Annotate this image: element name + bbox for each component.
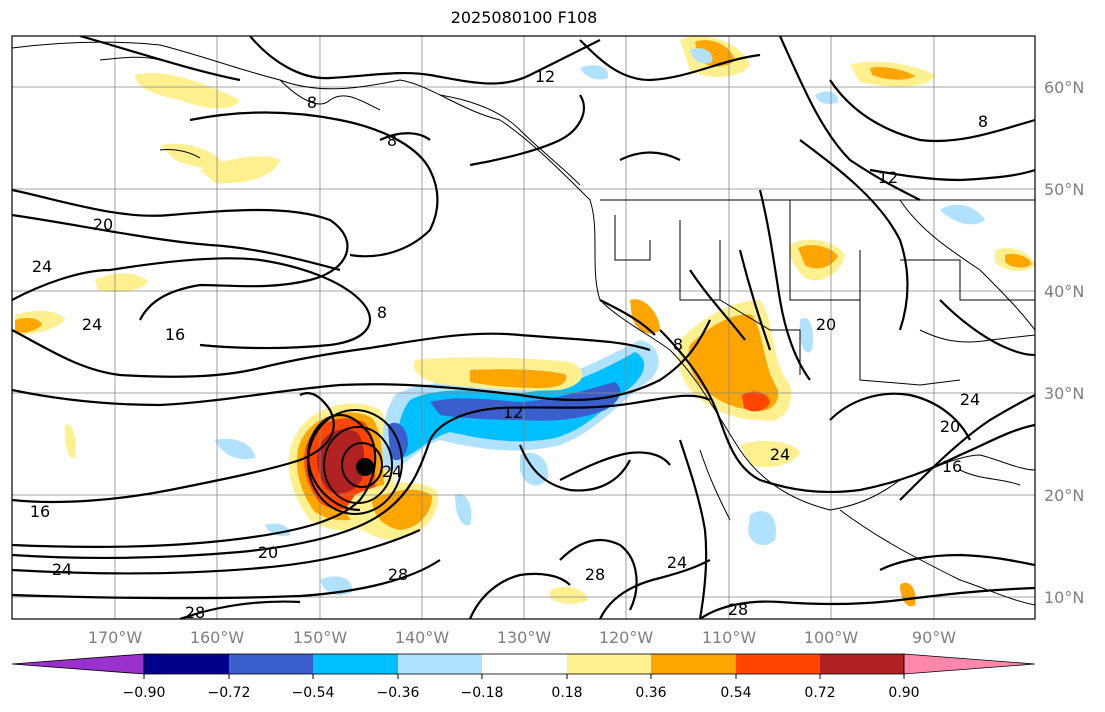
shade-lightblue bbox=[815, 91, 839, 104]
shade-yellow bbox=[135, 72, 240, 109]
contour-label: 28 bbox=[185, 603, 205, 622]
map-title: 2025080100 F108 bbox=[450, 8, 598, 27]
map-frame bbox=[11, 35, 1036, 620]
shade-yellow bbox=[95, 273, 148, 292]
shade-lightblue bbox=[215, 438, 255, 460]
lon-label-120w: 120°W bbox=[599, 628, 654, 647]
colorbar-tick-label: −0.18 bbox=[461, 685, 504, 701]
colorbar-tick-label: −0.90 bbox=[123, 685, 166, 701]
longitude-labels: 170°W 160°W 150°W 140°W 130°W 120°W 110°… bbox=[88, 628, 956, 647]
contour-label: 12 bbox=[535, 67, 555, 86]
contour-label: 20 bbox=[93, 215, 113, 234]
contour-label: 16 bbox=[165, 325, 185, 344]
shade-lightblue bbox=[940, 204, 985, 225]
shade-orange bbox=[15, 317, 42, 333]
contour-label: 24 bbox=[382, 462, 402, 481]
colorbar-swatch bbox=[736, 654, 820, 674]
shade-lightblue bbox=[748, 511, 776, 546]
colorbar-tick-label: 0.36 bbox=[635, 685, 666, 701]
shade-lightblue bbox=[455, 494, 472, 526]
lat-label-10n: 10°N bbox=[1044, 588, 1084, 607]
shade-yellow bbox=[550, 586, 588, 604]
lat-label-50n: 50°N bbox=[1044, 180, 1084, 199]
contour-label: 24 bbox=[32, 257, 52, 276]
contour-label: 20 bbox=[816, 315, 836, 334]
contour-label: 8 bbox=[978, 112, 988, 131]
colorbar-tick-label: −0.72 bbox=[208, 685, 251, 701]
contour-labels: 12 8 8 8 20 24 24 16 8 12 20 24 24 24 12… bbox=[30, 67, 988, 622]
contour-label: 8 bbox=[673, 335, 683, 354]
contour-label: 8 bbox=[387, 131, 397, 150]
shade-lightblue bbox=[799, 318, 813, 353]
contour-label: 20 bbox=[940, 417, 960, 436]
colorbar-frame bbox=[143, 653, 905, 675]
lon-label-90w: 90°W bbox=[912, 628, 956, 647]
contour-label: 16 bbox=[30, 502, 50, 521]
shade-orange bbox=[688, 314, 779, 411]
shade-yellow bbox=[64, 424, 76, 459]
colorbar-swatch bbox=[651, 654, 736, 674]
lat-label-20n: 20°N bbox=[1044, 486, 1084, 505]
lon-label-130w: 130°W bbox=[497, 628, 552, 647]
lon-label-160w: 160°W bbox=[190, 628, 245, 647]
shade-lightblue bbox=[580, 65, 609, 80]
shade-yellow bbox=[200, 156, 280, 184]
contour-label: 28 bbox=[585, 565, 605, 584]
shade-orange bbox=[870, 67, 915, 80]
lon-label-110w: 110°W bbox=[702, 628, 757, 647]
colorbar-tick-label: 0.18 bbox=[551, 685, 582, 701]
colorbar-swatch bbox=[903, 653, 1036, 675]
colorbar-tick-label: −0.36 bbox=[377, 685, 420, 701]
contour-label: 8 bbox=[377, 303, 387, 322]
lon-label-140w: 140°W bbox=[395, 628, 450, 647]
storm-center-marker bbox=[356, 458, 374, 476]
contour-label: 8 bbox=[307, 93, 317, 112]
contour-label: 24 bbox=[770, 445, 790, 464]
shade-yellow bbox=[630, 299, 660, 334]
contour-label: 20 bbox=[258, 543, 278, 562]
shade-lightblue bbox=[690, 48, 713, 64]
lat-label-30n: 30°N bbox=[1044, 384, 1084, 403]
lon-label-150w: 150°W bbox=[293, 628, 348, 647]
contour-label: 24 bbox=[52, 560, 72, 579]
colorbar-tick-label: 0.54 bbox=[720, 685, 751, 701]
shade-orange bbox=[470, 369, 567, 388]
lat-label-40n: 40°N bbox=[1044, 282, 1084, 301]
colorbar-swatch bbox=[229, 654, 313, 674]
lon-label-100w: 100°W bbox=[804, 628, 859, 647]
contour-label: 24 bbox=[82, 315, 102, 334]
height-contours bbox=[12, 36, 1035, 619]
contour-label: 24 bbox=[960, 390, 980, 409]
colorbar-ticks bbox=[143, 674, 905, 679]
contour-label: 28 bbox=[388, 565, 408, 584]
lat-label-60n: 60°N bbox=[1044, 78, 1084, 97]
colorbar-swatch bbox=[398, 654, 482, 674]
contour-label: 16 bbox=[942, 457, 962, 476]
colorbar: −0.90 −0.72 −0.54 −0.36 −0.18 0.18 0.36 … bbox=[11, 653, 1036, 701]
contour-label: 24 bbox=[667, 553, 687, 572]
contour-label: 12 bbox=[878, 168, 898, 187]
colorbar-tick-label: −0.54 bbox=[292, 685, 335, 701]
colorbar-swatch bbox=[820, 654, 904, 674]
colorbar-swatch bbox=[144, 654, 229, 674]
colorbar-swatch bbox=[11, 653, 145, 675]
contour-label: 28 bbox=[728, 600, 748, 619]
colorbar-tick-label: 0.72 bbox=[804, 685, 835, 701]
hurricane-rings bbox=[307, 409, 403, 515]
graticule bbox=[12, 36, 1035, 619]
contour-label: 12 bbox=[503, 403, 523, 422]
colorbar-swatch bbox=[313, 654, 398, 674]
shade-orange bbox=[798, 245, 838, 269]
latitude-labels: 60°N 50°N 40°N 30°N 20°N 10°N bbox=[1044, 78, 1084, 607]
colorbar-swatch bbox=[482, 654, 567, 674]
shade-yellow bbox=[740, 440, 800, 467]
colorbar-tick-label: 0.90 bbox=[888, 685, 919, 701]
shade-orange bbox=[1005, 254, 1032, 268]
shade-red bbox=[742, 391, 770, 412]
colorbar-swatch bbox=[567, 654, 651, 674]
lon-label-170w: 170°W bbox=[88, 628, 143, 647]
